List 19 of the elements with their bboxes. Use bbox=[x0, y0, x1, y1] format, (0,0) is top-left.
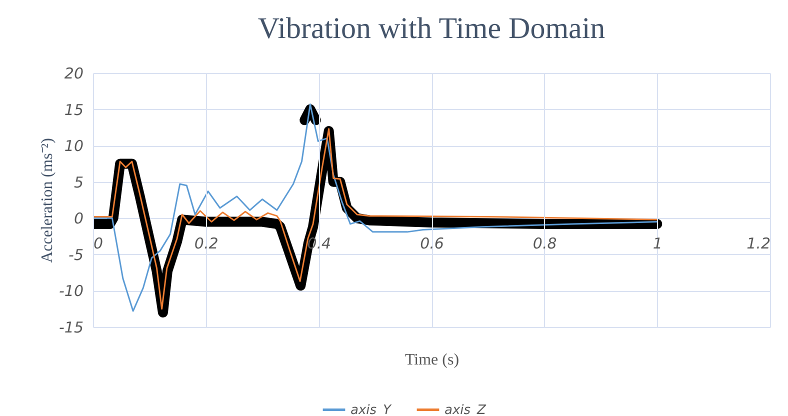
y-tick-label: 10 bbox=[64, 137, 84, 156]
legend-label: axis_Y bbox=[350, 402, 392, 416]
x-tick-label: 0.2 bbox=[194, 234, 218, 253]
x-axis-title: Time (s) bbox=[404, 352, 460, 368]
legend-label: axis_Z bbox=[444, 402, 488, 416]
x-tick-label: 1.2 bbox=[746, 234, 770, 253]
y-tick-label: -10 bbox=[59, 282, 84, 300]
y-tick-label: -5 bbox=[68, 246, 84, 264]
y-axis-title: Acceleration (ms⁻²) bbox=[39, 138, 56, 263]
x-tick-label: 0.8 bbox=[532, 234, 557, 253]
y-tick-label: 0 bbox=[74, 210, 84, 228]
x-tick-label: 0.6 bbox=[420, 234, 444, 253]
x-tick-label: 1 bbox=[652, 234, 662, 253]
y-tick-label: 15 bbox=[64, 100, 84, 119]
x-tick-label: 0 bbox=[94, 234, 104, 253]
y-tick-label: 5 bbox=[74, 173, 84, 192]
y-tick-label: 20 bbox=[64, 64, 84, 82]
chart-title: Vibration with Time Domain bbox=[258, 12, 606, 45]
y-tick-label: -15 bbox=[59, 318, 84, 336]
